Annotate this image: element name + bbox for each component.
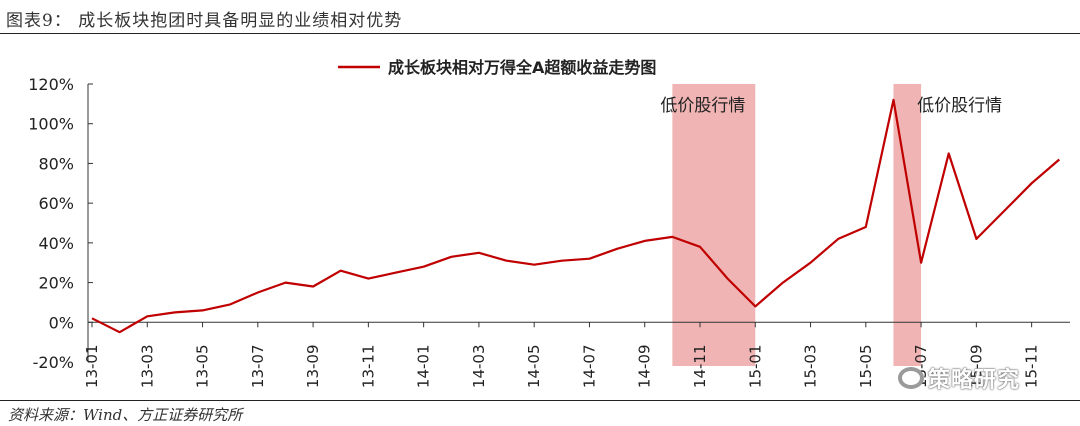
figure-source: 资料来源：Wind、方正证券研究所 bbox=[8, 406, 243, 424]
y-tick-label: 100% bbox=[28, 115, 74, 134]
y-tick-label: 80% bbox=[38, 154, 74, 173]
x-tick-label: 15-09 bbox=[967, 344, 985, 388]
x-tick-label: 15-03 bbox=[802, 344, 820, 388]
x-tick-label: 13-03 bbox=[138, 344, 156, 388]
y-tick-label: 20% bbox=[38, 274, 74, 293]
x-tick-label: 14-05 bbox=[525, 344, 543, 388]
y-axis: 120% 100% 80% 60% 40% 20% 0% -20% bbox=[28, 75, 93, 372]
shaded-band-1 bbox=[672, 84, 756, 366]
watermark-text: 策略研究 bbox=[928, 368, 1021, 393]
x-tick-label: 14-09 bbox=[636, 344, 654, 388]
top-rule bbox=[0, 33, 1080, 34]
x-tick-label: 15-01 bbox=[746, 344, 764, 388]
x-tick-label: 14-07 bbox=[580, 344, 598, 388]
x-axis: 13-01 13-03 13-05 13-07 13-09 13-11 14-01 14-03… bbox=[83, 321, 1070, 388]
x-tick-label: 13-07 bbox=[249, 344, 267, 388]
legend: 成长板块相对万得全A超额收益走势图 bbox=[338, 58, 656, 77]
figure-title: 图表9： 成长板块抱团时具备明显的业绩相对优势 bbox=[6, 11, 403, 31]
x-tick-label: 13-05 bbox=[194, 344, 212, 388]
line-chart: 低价股行情 低价股行情 120% 100% 80% 60% 40% 20% 0% -20% 13… bbox=[28, 58, 1070, 388]
x-tick-label: 14-01 bbox=[415, 344, 433, 388]
legend-label: 成长板块相对万得全A超额收益走势图 bbox=[388, 58, 656, 77]
x-tick-label: 13-11 bbox=[359, 344, 377, 388]
y-tick-label: 120% bbox=[28, 75, 74, 94]
y-tick-label: -20% bbox=[33, 353, 74, 372]
x-tick-label: 15-05 bbox=[857, 344, 875, 388]
y-tick-label: 0% bbox=[49, 313, 74, 332]
x-tick-label: 14-03 bbox=[470, 344, 488, 388]
wechat-icon bbox=[898, 367, 924, 389]
shaded-bands: 低价股行情 低价股行情 bbox=[660, 84, 1002, 366]
x-tick-label: 13-01 bbox=[83, 344, 101, 388]
y-tick-label: 60% bbox=[38, 194, 74, 213]
band-label-1: 低价股行情 bbox=[660, 96, 745, 116]
bottom-rule bbox=[0, 400, 1080, 401]
x-tick-label: 14-11 bbox=[691, 344, 709, 388]
y-tick-label: 40% bbox=[38, 234, 74, 253]
x-tick-label: 13-09 bbox=[304, 344, 322, 388]
watermark: 策略研究 bbox=[898, 362, 1020, 394]
series-line bbox=[91, 98, 1061, 334]
band-label-2: 低价股行情 bbox=[917, 96, 1002, 116]
x-tick-label: 15-11 bbox=[1023, 344, 1041, 388]
